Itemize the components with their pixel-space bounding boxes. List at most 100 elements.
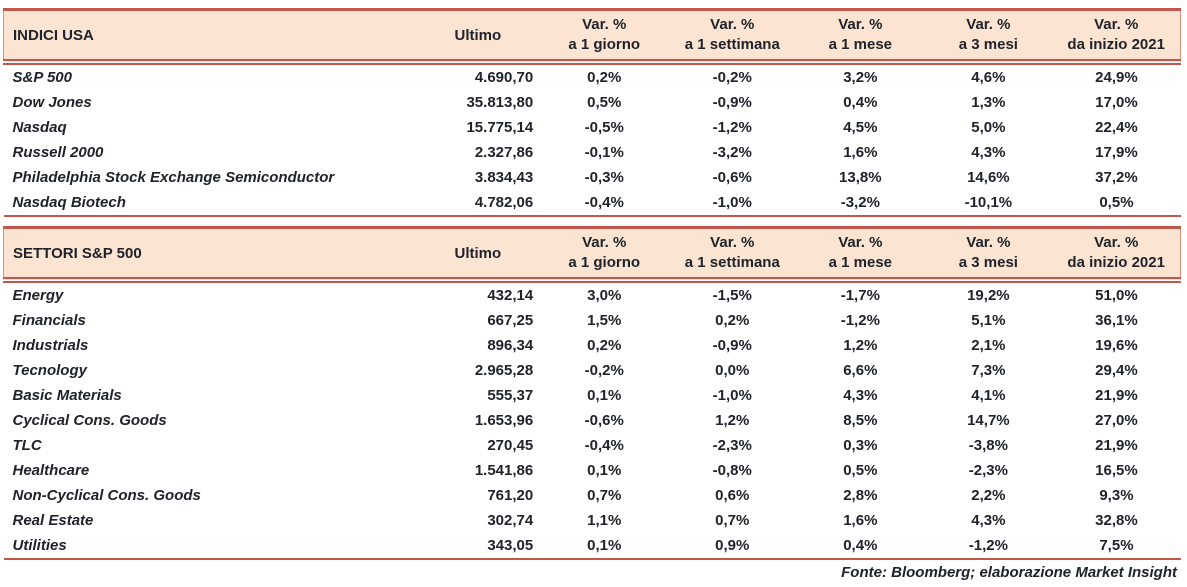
column-header-var-1-giorno: Var. % a 1 giorno xyxy=(540,8,669,65)
column-header-var-1-giorno: Var. % a 1 giorno xyxy=(540,226,669,283)
ultimo-value-cell: 761,20 xyxy=(487,487,534,504)
var-3-mesi-cell: 7,3% xyxy=(971,362,1006,379)
var-3-mesi-cell: 4,3% xyxy=(971,144,1006,161)
var-label: Var. % xyxy=(710,234,755,251)
sector-name-cell: Energy xyxy=(12,287,64,304)
ultimo-value-cell: 896,34 xyxy=(487,337,534,354)
table-row: Nasdaq 15.775,14 -0,5% -1,2% 4,5% 5,0% 2… xyxy=(4,115,1181,140)
table-indici-usa-body: S&P 500 4.690,70 0,2% -0,2% 3,2% 4,6% 24… xyxy=(3,62,1181,217)
table-row: Industrials 896,34 0,2% -0,9% 1,2% 2,1% … xyxy=(4,333,1181,358)
table-settori-sp500-header: SETTORI S&P 500 Ultimo Var. % a 1 giorno… xyxy=(3,226,1182,283)
var-1-giorno-cell: 0,2% xyxy=(587,69,622,86)
table-settori-sp500-body: Energy 432,14 3,0% -1,5% -1,7% 19,2% 51,… xyxy=(3,280,1181,560)
var-1-giorno-cell: -0,2% xyxy=(584,362,624,379)
index-name-cell: S&P 500 xyxy=(12,69,72,86)
var-1-giorno-cell: 0,1% xyxy=(587,462,622,479)
ultimo-value-cell: 667,25 xyxy=(487,312,534,329)
var-1-settimana-cell: 0,2% xyxy=(715,312,750,329)
var-1-giorno-cell: 0,7% xyxy=(587,487,622,504)
sector-name-cell: Cyclical Cons. Goods xyxy=(12,412,167,429)
ultimo-value-cell: 35.813,80 xyxy=(466,94,534,111)
var-3-mesi-cell: 4,6% xyxy=(971,69,1006,86)
ultimo-value-cell: 432,14 xyxy=(487,287,534,304)
var-1-settimana-cell: -1,5% xyxy=(712,287,752,304)
table-settori-sp500: SETTORI S&P 500 Ultimo Var. % a 1 giorno… xyxy=(3,226,1182,560)
period-label: a 1 settimana xyxy=(684,36,780,53)
var-3-mesi-cell: 5,0% xyxy=(971,119,1006,136)
var-3-mesi-cell: -2,3% xyxy=(968,462,1008,479)
var-label: Var. % xyxy=(1094,234,1139,251)
var-1-giorno-cell: -0,5% xyxy=(584,119,624,136)
var-1-mese-cell: 4,5% xyxy=(843,119,878,136)
var-1-mese-cell: 0,4% xyxy=(843,94,878,111)
var-1-settimana-cell: 1,2% xyxy=(715,412,750,429)
column-header-var-1-mese: Var. % a 1 mese xyxy=(796,8,925,65)
var-3-mesi-cell: -1,2% xyxy=(924,533,1053,560)
var-da-inizio-2021-cell: 9,3% xyxy=(1099,487,1134,504)
var-3-mesi-cell: 1,3% xyxy=(971,94,1006,111)
ultimo-value-cell: 270,45 xyxy=(487,437,534,454)
var-1-settimana-cell: 0,7% xyxy=(715,512,750,529)
var-label: Var. % xyxy=(838,234,883,251)
var-da-inizio-2021-cell: 17,9% xyxy=(1095,144,1138,161)
column-header-var-3-mesi: Var. % a 3 mesi xyxy=(924,226,1053,283)
table-row: Healthcare 1.541,86 0,1% -0,8% 0,5% -2,3… xyxy=(4,458,1181,483)
var-1-giorno-cell: -0,6% xyxy=(584,412,624,429)
period-label: a 3 mesi xyxy=(958,36,1018,53)
table-row: Philadelphia Stock Exchange Semiconducto… xyxy=(4,165,1181,190)
ultimo-value-cell: 555,37 xyxy=(487,387,534,404)
period-label: a 3 mesi xyxy=(958,254,1018,271)
period-label: a 1 giorno xyxy=(568,254,641,271)
ultimo-value-cell: 15.775,14 xyxy=(466,119,534,136)
table-row: Tecnology 2.965,28 -0,2% 0,0% 6,6% 7,3% … xyxy=(4,358,1181,383)
var-1-settimana-cell: 0,6% xyxy=(715,487,750,504)
var-3-mesi-cell: 4,1% xyxy=(971,387,1006,404)
var-1-mese-cell: 13,8% xyxy=(839,169,882,186)
table-row: S&P 500 4.690,70 0,2% -0,2% 3,2% 4,6% 24… xyxy=(4,62,1181,90)
var-1-giorno-cell: -0,1% xyxy=(584,144,624,161)
sector-name-cell: Tecnology xyxy=(12,362,87,379)
var-da-inizio-2021-cell: 27,0% xyxy=(1095,412,1138,429)
index-name-cell: Nasdaq xyxy=(12,119,67,136)
table-row: Real Estate 302,74 1,1% 0,7% 1,6% 4,3% 3… xyxy=(4,508,1181,533)
var-1-settimana-cell: -1,0% xyxy=(712,387,752,404)
period-label: da inizio 2021 xyxy=(1067,254,1165,271)
var-1-settimana-cell: -0,6% xyxy=(712,169,752,186)
var-da-inizio-2021-cell: 16,5% xyxy=(1095,462,1138,479)
table-row: Energy 432,14 3,0% -1,5% -1,7% 19,2% 51,… xyxy=(4,280,1181,308)
section-title-settori-sp500: SETTORI S&P 500 xyxy=(3,226,416,283)
var-1-giorno-cell: -0,4% xyxy=(540,190,669,217)
var-1-giorno-cell: 1,1% xyxy=(587,512,622,529)
var-da-inizio-2021-cell: 51,0% xyxy=(1095,287,1138,304)
var-da-inizio-2021-cell: 17,0% xyxy=(1095,94,1138,111)
var-label: Var. % xyxy=(1094,16,1139,33)
var-3-mesi-cell: 14,7% xyxy=(967,412,1010,429)
period-label: a 1 mese xyxy=(828,36,893,53)
table-indici-usa: INDICI USA Ultimo Var. % a 1 giorno Var.… xyxy=(3,8,1182,217)
column-header-var-da-inizio-2021: Var. % da inizio 2021 xyxy=(1052,226,1182,283)
var-3-mesi-cell: 4,3% xyxy=(971,512,1006,529)
table-row: Financials 667,25 1,5% 0,2% -1,2% 5,1% 3… xyxy=(4,308,1181,333)
sector-name-cell: Healthcare xyxy=(12,462,90,479)
var-da-inizio-2021-cell: 32,8% xyxy=(1095,512,1138,529)
var-label: Var. % xyxy=(582,16,627,33)
period-label: da inizio 2021 xyxy=(1067,36,1165,53)
var-1-settimana-cell: -0,8% xyxy=(712,462,752,479)
sector-name-cell: TLC xyxy=(12,437,42,454)
var-da-inizio-2021-cell: 22,4% xyxy=(1095,119,1138,136)
var-1-mese-cell: -1,2% xyxy=(840,312,880,329)
column-header-var-da-inizio-2021: Var. % da inizio 2021 xyxy=(1052,8,1182,65)
var-da-inizio-2021-cell: 21,9% xyxy=(1095,437,1138,454)
var-3-mesi-cell: 2,1% xyxy=(971,337,1006,354)
table-row: Utilities 343,05 0,1% 0,9% 0,4% -1,2% 7,… xyxy=(3,533,1181,560)
period-label: a 1 giorno xyxy=(568,36,641,53)
ultimo-value-cell: 1.653,96 xyxy=(474,412,534,429)
var-1-settimana-cell: 0,0% xyxy=(715,362,750,379)
var-3-mesi-cell: -3,8% xyxy=(968,437,1008,454)
var-1-giorno-cell: 3,0% xyxy=(587,287,622,304)
var-3-mesi-cell: -10,1% xyxy=(924,190,1053,217)
var-da-inizio-2021-cell: 7,5% xyxy=(1052,533,1181,560)
column-header-var-1-settimana: Var. % a 1 settimana xyxy=(668,8,797,65)
var-1-giorno-cell: 0,5% xyxy=(587,94,622,111)
ultimo-value-cell: 302,74 xyxy=(487,512,534,529)
